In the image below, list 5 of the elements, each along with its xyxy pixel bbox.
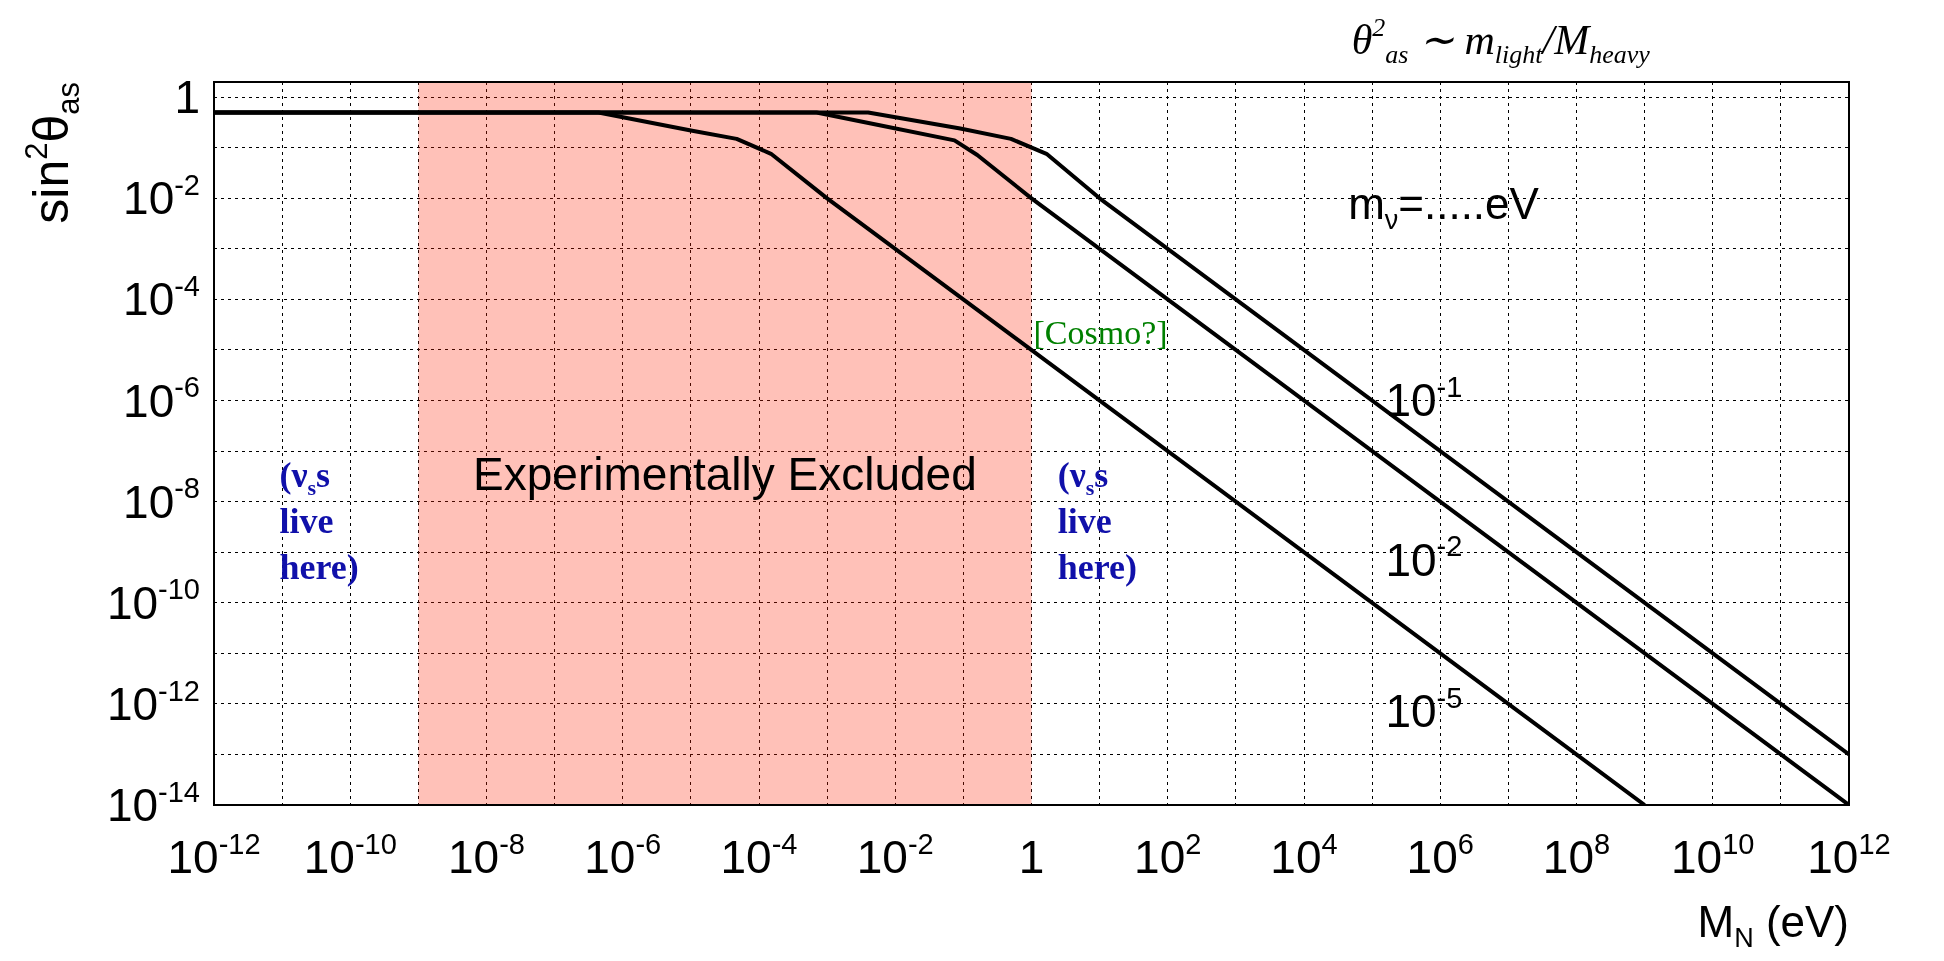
band-label: Experimentally Excluded <box>473 448 977 501</box>
y-axis-title: sin2θas <box>19 81 86 224</box>
annotation: [Cosmo?] <box>1033 314 1168 351</box>
y-tick-label: 1 <box>174 71 201 124</box>
x-tick-label: 1 <box>1018 831 1045 883</box>
